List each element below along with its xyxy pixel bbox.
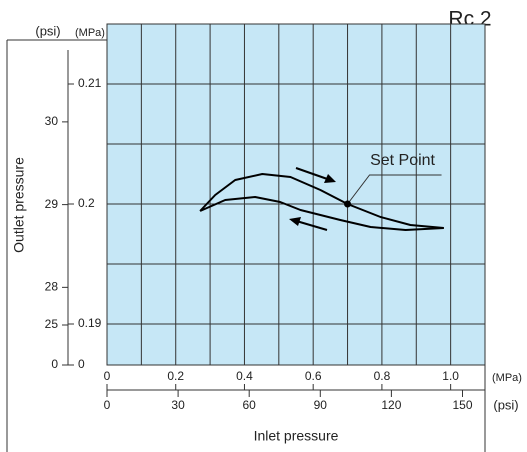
x2-tick-label: 150 — [452, 398, 472, 412]
y2-tick-label: 30 — [45, 114, 59, 128]
x-unit: (MPa) — [492, 372, 522, 384]
x2-unit: (psi) — [493, 397, 518, 412]
y2-unit: (psi) — [35, 23, 60, 38]
x-tick-label: 0.2 — [167, 369, 184, 383]
x2-tick-label: 120 — [381, 398, 401, 412]
leader-line — [347, 174, 442, 205]
x2-tick-label: 30 — [171, 398, 185, 412]
y2-tick-label: 0 — [51, 357, 58, 371]
annotation: Set Point — [370, 152, 435, 169]
set-point — [344, 200, 352, 208]
plot-area — [106, 23, 486, 366]
y2-tick-label: 29 — [45, 197, 59, 211]
x2-tick-label: 90 — [314, 398, 328, 412]
y-tick-label: 0.2 — [78, 196, 95, 210]
y-unit: (MPa) — [75, 27, 105, 39]
y2-tick-label: 25 — [45, 317, 59, 331]
y2-tick-label: 28 — [45, 280, 59, 294]
x2-tick-label: 0 — [104, 398, 111, 412]
x2-tick-label: 60 — [243, 398, 257, 412]
x-tick-label: 1.0 — [442, 369, 459, 383]
y-axis-label: Outlet pressure — [11, 157, 27, 253]
line — [199, 196, 444, 231]
y-tick-label: 0.21 — [78, 76, 102, 90]
arrow-head — [324, 174, 336, 183]
x-tick-label: 0.6 — [305, 369, 322, 383]
x-tick-label: 0.8 — [374, 369, 391, 383]
x-axis-label: Inlet pressure — [254, 428, 339, 444]
x-tick-label: 0.4 — [236, 369, 253, 383]
y-tick-label: 0 — [78, 357, 85, 371]
line — [199, 173, 444, 229]
x-tick-label: 0 — [104, 369, 111, 383]
y-tick-label: 0.19 — [78, 316, 102, 330]
arrow-head — [289, 217, 301, 226]
